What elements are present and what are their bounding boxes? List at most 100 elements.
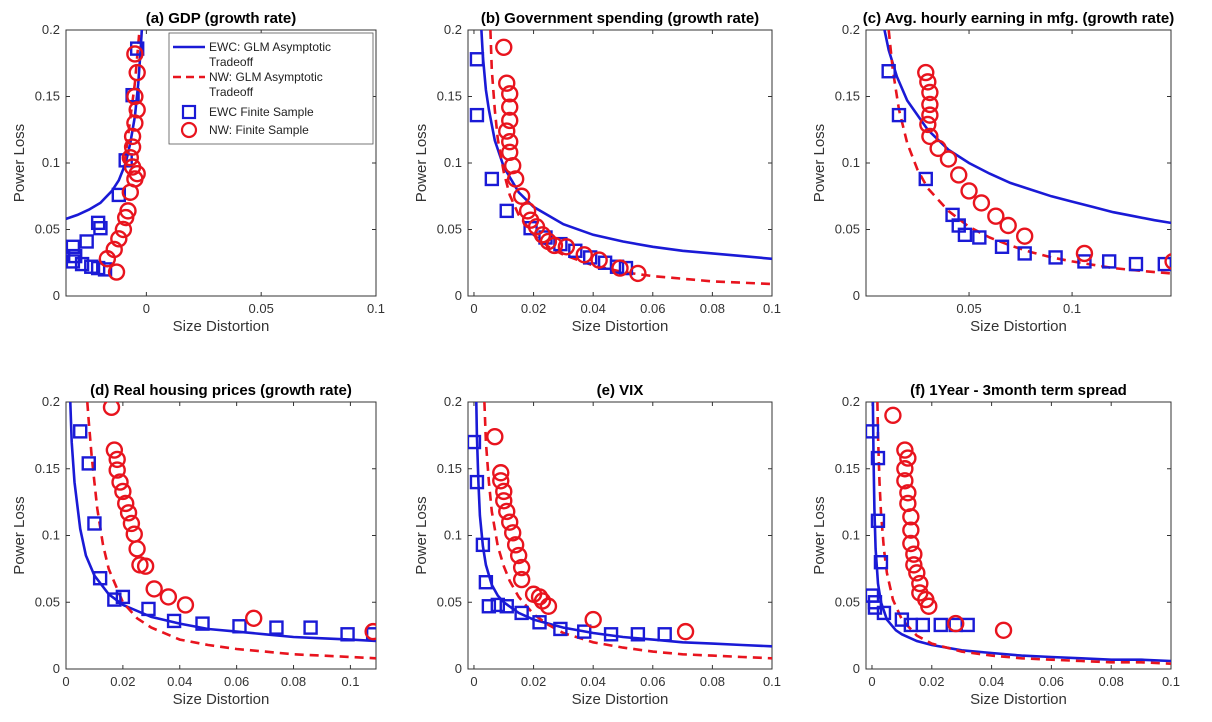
ewc-finite-sample-point xyxy=(957,227,973,243)
y-tick-label: 0.05 xyxy=(35,222,60,237)
ewc-finite-sample-point xyxy=(87,516,102,531)
x-axis-label: Size Distortion xyxy=(572,691,669,708)
nw-finite-sample-point xyxy=(921,106,939,124)
nw-finite-sample-point xyxy=(939,150,958,168)
nw-asymptotic-curve xyxy=(876,402,1171,665)
y-tick-label: 0.1 xyxy=(842,528,860,543)
nw-finite-sample-point xyxy=(504,524,522,542)
y-tick-label: 0.2 xyxy=(842,394,860,409)
legend-label: EWC: GLM Asymptotic xyxy=(209,40,331,54)
nw-finite-sample-point xyxy=(545,236,564,255)
x-tick-label: 0.05 xyxy=(956,301,981,316)
x-tick-label: 0.06 xyxy=(224,674,249,689)
ewc-finite-sample-point xyxy=(514,605,529,621)
x-tick-label: 0.05 xyxy=(249,301,274,316)
ewc-finite-sample-point xyxy=(972,230,987,245)
x-tick-label: 0.02 xyxy=(521,301,546,316)
y-tick-label: 0.15 xyxy=(35,461,60,476)
nw-finite-sample-point xyxy=(117,208,135,227)
x-axis-label: Size Distortion xyxy=(173,318,270,335)
ewc-finite-sample-point xyxy=(79,234,94,249)
nw-finite-sample-point xyxy=(486,428,504,446)
x-tick-label: 0.06 xyxy=(1039,674,1064,689)
ewc-asymptotic-curve xyxy=(475,402,772,648)
ewc-finite-sample-point xyxy=(603,627,619,642)
ewc-finite-sample-point xyxy=(81,456,96,471)
ewc-finite-sample-point xyxy=(499,599,514,614)
nw-asymptotic-curve xyxy=(489,30,772,286)
nw-finite-sample-point xyxy=(506,536,525,554)
nw-finite-sample-point xyxy=(123,138,142,156)
ewc-finite-sample-point xyxy=(1128,256,1144,272)
ewc-finite-sample-point xyxy=(469,107,485,123)
x-tick-label: 0 xyxy=(868,674,875,689)
nw-finite-sample-point xyxy=(896,472,914,490)
ewc-finite-sample-point xyxy=(166,613,182,629)
x-tick-label: 0.1 xyxy=(341,674,359,689)
plot-frame xyxy=(65,401,377,670)
x-tick-label: 0.04 xyxy=(581,674,606,689)
nw-finite-sample-point xyxy=(921,83,939,102)
legend-label: EWC Finite Sample xyxy=(209,105,314,119)
nw-finite-sample-point xyxy=(492,472,510,490)
ewc-finite-sample-point xyxy=(1048,250,1063,265)
ewc-finite-sample-point xyxy=(475,537,491,553)
nw-finite-sample-point xyxy=(676,622,695,641)
nw-finite-sample-point xyxy=(114,482,132,501)
nw-finite-sample-point xyxy=(884,406,902,425)
ewc-finite-sample-point xyxy=(1017,246,1032,261)
nw-finite-sample-point xyxy=(128,540,146,558)
nw-finite-sample-point xyxy=(126,45,144,63)
nw-finite-sample-point xyxy=(999,216,1017,235)
panel-title: (c) Avg. hourly earning in mfg. (growth … xyxy=(863,10,1174,27)
plot-content xyxy=(69,402,376,660)
nw-finite-sample-point xyxy=(492,464,510,482)
ewc-finite-sample-point xyxy=(933,617,948,633)
y-tick-label: 0.15 xyxy=(437,89,462,104)
panel-title: (f) 1Year - 3month term spread xyxy=(910,382,1127,399)
ewc-finite-sample-point xyxy=(340,627,355,642)
y-axis-label: Power Loss xyxy=(11,496,28,574)
x-tick-label: 0 xyxy=(470,674,477,689)
y-tick-label: 0.15 xyxy=(35,89,60,104)
nw-finite-sample-point xyxy=(1164,252,1171,270)
nw-finite-sample-point xyxy=(512,558,531,577)
x-tick-label: 0.1 xyxy=(367,301,385,316)
nw-finite-sample-point xyxy=(987,207,1005,225)
y-axis-label: Power Loss xyxy=(11,124,28,202)
ewc-finite-sample-point xyxy=(873,555,889,570)
ewc-finite-sample-point xyxy=(1077,254,1092,269)
y-tick-label: 0.1 xyxy=(42,528,60,543)
ewc-finite-sample-point xyxy=(577,624,592,639)
nw-finite-sample-point xyxy=(136,557,155,575)
nw-finite-sample-point xyxy=(902,508,920,526)
ewc-finite-sample-point xyxy=(107,592,122,607)
nw-finite-sample-point xyxy=(121,148,139,167)
nw-finite-sample-point xyxy=(501,513,519,531)
ewc-finite-sample-point xyxy=(1157,256,1171,272)
nw-finite-sample-point xyxy=(590,251,608,269)
ewc-finite-sample-point xyxy=(918,171,933,187)
nw-finite-sample-point xyxy=(905,556,923,574)
nw-finite-sample-point xyxy=(911,574,929,593)
nw-finite-sample-point xyxy=(584,610,602,629)
ewc-asymptotic-curve xyxy=(69,402,376,643)
y-tick-label: 0.2 xyxy=(42,22,60,37)
nw-finite-sample-point xyxy=(919,115,937,134)
y-tick-label: 0.15 xyxy=(835,461,860,476)
y-tick-label: 0.15 xyxy=(437,461,462,476)
plot-content xyxy=(469,30,772,286)
y-tick-label: 0 xyxy=(853,661,860,676)
y-tick-label: 0.1 xyxy=(42,155,60,170)
legend-nw-marker xyxy=(180,121,198,139)
plot-content xyxy=(881,30,1171,275)
nw-finite-sample-point xyxy=(896,460,914,478)
y-tick-label: 0.2 xyxy=(444,394,462,409)
nw-finite-sample-point xyxy=(917,63,935,82)
nw-finite-sample-point xyxy=(512,187,531,205)
plot-frame xyxy=(467,401,773,670)
nw-finite-sample-point xyxy=(105,441,124,459)
panel-2: (c) Avg. hourly earning in mfg. (growth … xyxy=(811,10,1174,335)
y-tick-label: 0.05 xyxy=(835,594,860,609)
